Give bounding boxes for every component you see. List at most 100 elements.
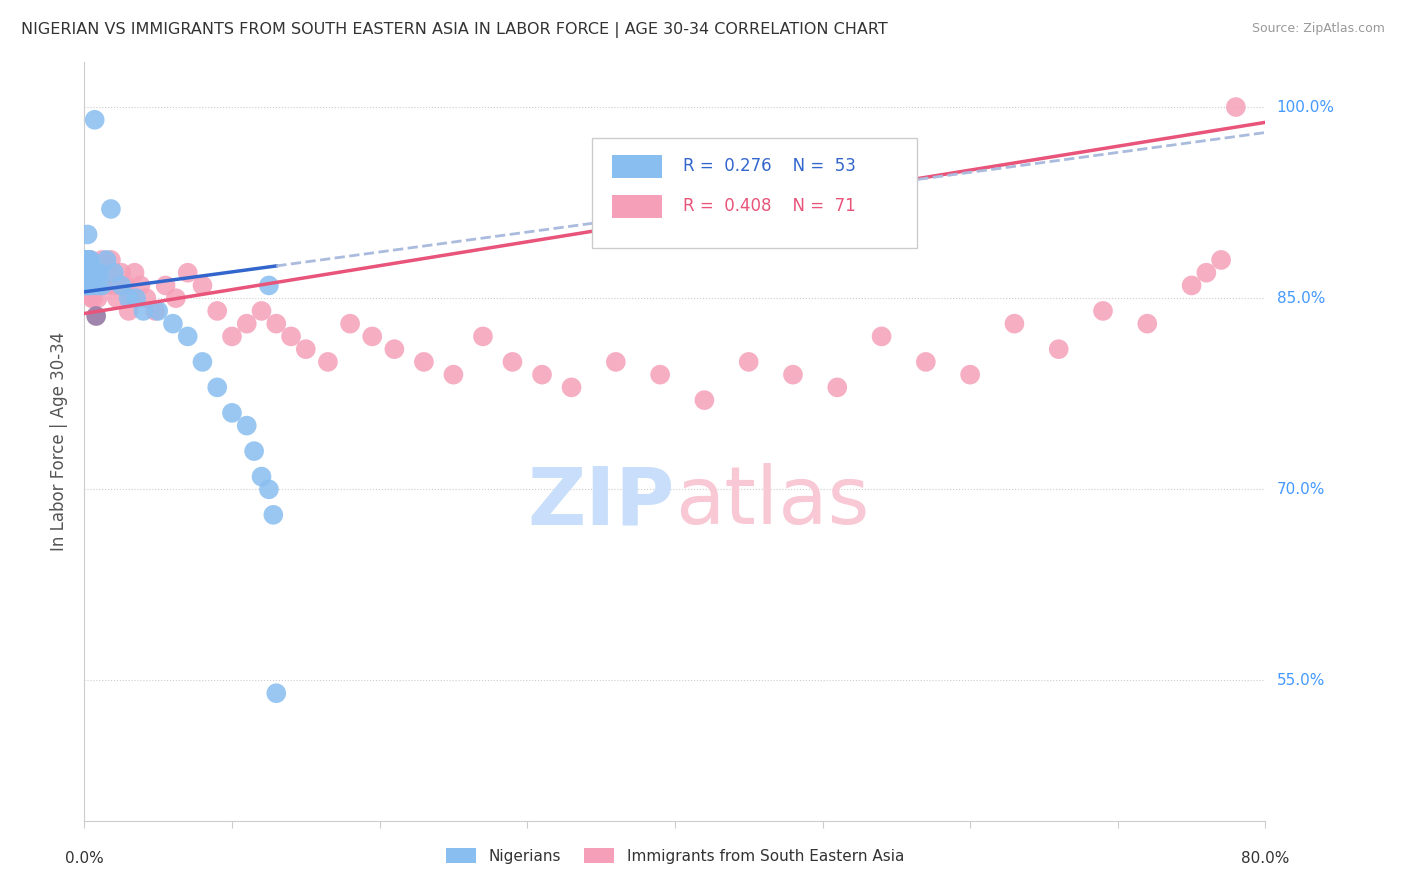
Point	[75, 252, 97, 267]
Point	[80, 266, 103, 280]
Point	[221, 406, 243, 420]
Text: Source: ZipAtlas.com: Source: ZipAtlas.com	[1251, 22, 1385, 36]
Point	[118, 304, 141, 318]
Point	[76, 252, 98, 267]
Point	[236, 418, 259, 433]
Point	[84, 278, 107, 293]
Point	[75, 278, 97, 293]
Point	[250, 469, 273, 483]
Point	[1181, 278, 1204, 293]
Point	[413, 355, 436, 369]
Point	[75, 266, 97, 280]
Point	[177, 329, 200, 343]
Point	[1047, 342, 1070, 356]
Point	[83, 266, 105, 280]
Point	[243, 444, 266, 458]
Point	[118, 291, 141, 305]
Point	[693, 393, 716, 408]
Point	[87, 266, 111, 280]
Text: ZIP: ZIP	[527, 463, 675, 541]
Point	[94, 266, 117, 280]
Point	[86, 291, 108, 305]
Point	[91, 252, 114, 267]
Point	[501, 355, 523, 369]
Point	[77, 252, 100, 267]
Point	[207, 304, 229, 318]
Point	[148, 304, 170, 318]
Y-axis label: In Labor Force | Age 30-34: In Labor Force | Age 30-34	[51, 332, 69, 551]
Point	[531, 368, 554, 382]
Point	[75, 252, 97, 267]
Point	[129, 278, 152, 293]
Legend: Nigerians, Immigrants from South Eastern Asia: Nigerians, Immigrants from South Eastern…	[440, 842, 910, 870]
Point	[221, 329, 243, 343]
Point	[75, 266, 97, 280]
Point	[561, 380, 583, 394]
Point	[76, 278, 98, 293]
FancyBboxPatch shape	[592, 138, 917, 248]
Point	[915, 355, 938, 369]
Point	[110, 266, 132, 280]
Point	[339, 317, 361, 331]
Point	[1136, 317, 1159, 331]
Text: NIGERIAN VS IMMIGRANTS FROM SOUTH EASTERN ASIA IN LABOR FORCE | AGE 30-34 CORREL: NIGERIAN VS IMMIGRANTS FROM SOUTH EASTER…	[21, 22, 887, 38]
Point	[82, 266, 104, 280]
Point	[1211, 252, 1233, 267]
Point	[959, 368, 981, 382]
Point	[80, 266, 103, 280]
Point	[77, 252, 100, 267]
Point	[103, 278, 125, 293]
Point	[472, 329, 495, 343]
Point	[76, 278, 98, 293]
Point	[100, 252, 122, 267]
Point	[207, 380, 229, 394]
Point	[870, 329, 893, 343]
Point	[77, 266, 100, 280]
Point	[143, 304, 166, 318]
Point	[155, 278, 177, 293]
Point	[79, 252, 101, 267]
Point	[91, 278, 114, 293]
Point	[257, 278, 280, 293]
Point	[87, 278, 111, 293]
Point	[827, 380, 849, 394]
Point	[114, 278, 136, 293]
Point	[1195, 266, 1218, 280]
Point	[262, 508, 284, 522]
Point	[105, 291, 128, 305]
Point	[191, 355, 214, 369]
Point	[100, 202, 122, 216]
Point	[165, 291, 187, 305]
Point	[75, 266, 97, 280]
Point	[650, 368, 672, 382]
Point	[110, 278, 132, 293]
Text: R =  0.276    N =  53: R = 0.276 N = 53	[683, 157, 856, 176]
Point	[191, 278, 214, 293]
Text: R =  0.408    N =  71: R = 0.408 N = 71	[683, 197, 856, 216]
Text: 55.0%: 55.0%	[1277, 673, 1324, 688]
Point	[82, 291, 104, 305]
Point	[82, 278, 104, 293]
Point	[361, 329, 384, 343]
Point	[1225, 100, 1247, 114]
Point	[125, 291, 148, 305]
Point	[75, 252, 97, 267]
Point	[76, 266, 98, 280]
Point	[177, 266, 200, 280]
Point	[76, 252, 98, 267]
Text: atlas: atlas	[675, 463, 869, 541]
Point	[75, 266, 97, 280]
Point	[77, 266, 100, 280]
Point	[135, 291, 157, 305]
Point	[782, 368, 804, 382]
Text: 100.0%: 100.0%	[1277, 100, 1334, 114]
Point	[266, 686, 288, 700]
Point	[80, 278, 103, 293]
Point	[132, 304, 155, 318]
FancyBboxPatch shape	[612, 155, 662, 178]
Point	[75, 252, 97, 267]
Point	[162, 317, 184, 331]
FancyBboxPatch shape	[612, 195, 662, 218]
Point	[75, 252, 97, 267]
Point	[280, 329, 302, 343]
